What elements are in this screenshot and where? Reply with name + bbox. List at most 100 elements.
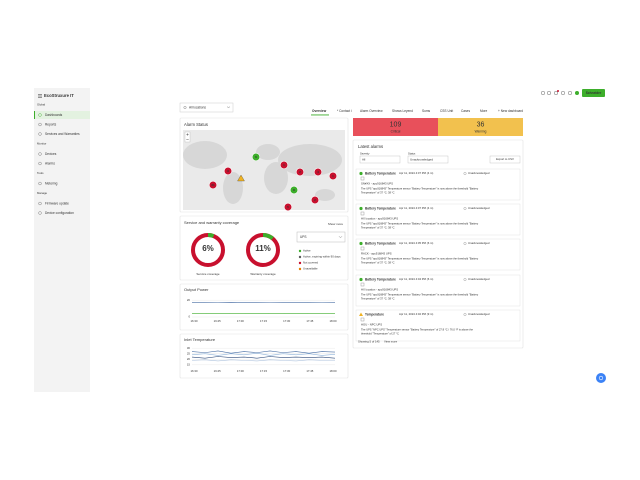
alarm-item[interactable] [355,309,521,342]
map-marker[interactable] [279,160,289,170]
card-title: Service and warranty coverage [184,220,240,225]
tab-underline [311,114,329,116]
alarm-description: Temperature" of 37 °C: 38 °C [361,297,395,301]
alarm-description: Temperature" of 37 °C: 38 °C [361,191,395,195]
tab[interactable]: More [480,109,487,113]
export-button[interactable] [489,155,521,164]
legend-dot [298,261,302,265]
map-marker-count: 8 [293,188,295,192]
map-marker[interactable] [283,202,293,212]
export-button-text[interactable]: Export to CSV [496,157,514,161]
map-marker-count: 3 [227,169,229,173]
nav-item[interactable]: Devices [45,152,57,156]
map-marker[interactable] [328,171,338,181]
map-marker[interactable] [295,167,305,177]
map-marker[interactable] [223,166,233,176]
map-marker-count: 1 [332,174,334,178]
map-warning-marker [237,174,245,182]
nav-item[interactable]: Reports [45,122,57,126]
alarm-item[interactable] [355,238,521,271]
nav-selected [34,111,90,119]
dropdown-caret [338,236,343,238]
map-marker[interactable] [289,185,299,195]
alarm-description: The UPS "apc916843" Temperature sensor "… [361,222,479,226]
alarm-title: Temperature [365,312,384,316]
card [179,333,349,379]
alarm-description: The UPS "apc916843" Temperature sensor "… [361,187,479,191]
help-button[interactable] [596,373,606,383]
nav-item[interactable]: Dashboards [45,113,63,117]
tab[interactable]: Alarm Overview [360,109,383,113]
tab[interactable]: Overview [312,109,327,113]
view-more[interactable]: View more [384,340,398,344]
card [179,283,349,331]
alarm-item[interactable] [355,203,521,236]
alarm-device: HX location - apc916843 UPS [361,288,398,292]
tab[interactable]: Shows Leyend [392,109,413,113]
nav-section-label: Manage [37,191,48,195]
filter-value: Unacknowledged [410,157,433,161]
filter-dropdown[interactable] [407,155,449,164]
filter-dropdown[interactable] [359,155,401,164]
alarm-title: Battery Temperature [365,171,396,175]
device-icon [360,211,365,216]
dropdown-caret [226,106,231,109]
map-land [256,144,280,160]
toolbar-icon[interactable] [560,90,566,96]
location-filter[interactable] [179,102,234,113]
status-icon [463,242,467,245]
tab[interactable]: Sums [422,109,431,113]
tab[interactable]: * Contact i [337,109,352,113]
device-icon [360,176,365,181]
alarm-description: Temperature" of 37 °C: 38 °C [361,261,395,265]
nav-item[interactable]: Firmware update [45,201,69,205]
y-tick-label: 15 [187,363,191,367]
card-title: Alarm Status [184,122,208,127]
summary-count: 36 [477,121,485,128]
nav-item[interactable]: Device configuration [45,211,74,215]
x-tick-label: 17:45 [306,319,313,323]
legend-label: Active, expiring within 90 days [303,255,341,259]
x-tick-label: 16:45 [214,369,221,373]
map-marker[interactable] [208,180,218,190]
map-marker[interactable] [251,152,261,162]
nav-item[interactable]: Services and Warranties [45,132,80,136]
x-tick-label: 17:30 [283,369,290,373]
map-land [315,189,335,201]
status-icon [463,172,467,175]
device-filter[interactable] [296,231,346,243]
critical-icon [359,206,363,211]
toolbar-icon[interactable] [546,90,552,96]
nav-item[interactable]: Metering [45,181,58,185]
map-marker[interactable] [310,195,320,205]
map-marker[interactable] [313,167,323,177]
new-dashboard[interactable]: + New dashboard [498,109,523,113]
donut-arc [246,233,280,267]
map-land [183,141,227,169]
alarm-item[interactable] [355,274,521,307]
toolbar-icon[interactable] [540,90,546,96]
alarm-description: Temperature" of 37 °C: 38 °C [361,226,395,230]
donut-caption: Service coverage [196,272,220,276]
nav-icon [38,113,42,117]
filter-value: All [362,157,366,161]
alarm-time: Apr 11, 2024 4:07 PM (4 m) [399,171,433,175]
alarm-title: Battery Temperature [365,277,396,281]
donut-caption: Warranty coverage [250,272,276,276]
toolbar-icon[interactable] [553,90,559,96]
tab[interactable]: CSS Unit [440,109,453,113]
donut-value: 6% [202,244,214,253]
alarm-item[interactable] [355,168,521,201]
tab[interactable]: Cases [461,109,470,113]
summary-label: Critical [391,129,401,133]
alarm-device: RACK - apc916843 UPS [361,252,392,256]
toolbar-icon[interactable] [567,90,573,96]
map-zoom[interactable] [184,131,191,143]
nav-item[interactable]: Alarms [45,161,55,165]
map-marker-count: 2 [299,170,301,174]
y-tick-label: 20 [187,357,191,361]
nav-icon [38,181,42,186]
nav-icon [38,152,42,156]
alarm-title: Battery Temperature [365,206,396,210]
show-more[interactable]: Show more [328,222,344,226]
